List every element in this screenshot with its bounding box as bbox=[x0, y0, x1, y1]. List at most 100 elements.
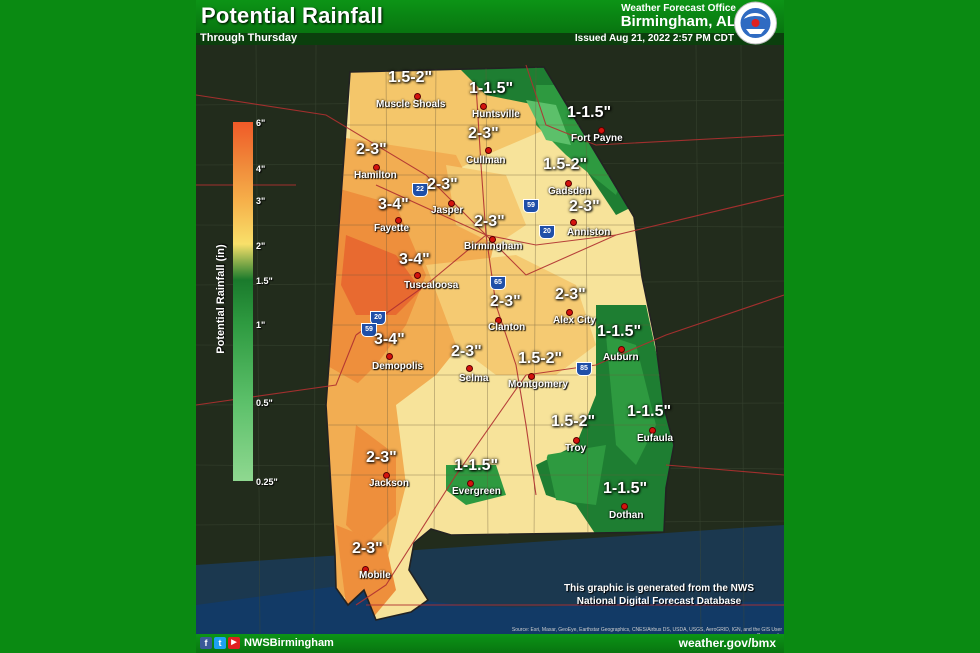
rainfall-map bbox=[196, 45, 784, 634]
youtube-icon[interactable]: ▶ bbox=[228, 637, 240, 649]
legend-title: Potential Rainfall (in) bbox=[215, 244, 227, 354]
city-marker bbox=[466, 365, 473, 372]
city-marker bbox=[395, 217, 402, 224]
office-label: Weather Forecast Office bbox=[621, 3, 736, 14]
city-marker bbox=[485, 147, 492, 154]
legend-tick: 0.5" bbox=[256, 398, 273, 408]
website-link[interactable]: weather.gov/bmx bbox=[678, 636, 776, 650]
city-name: Alex City bbox=[553, 315, 596, 326]
city-name: Birmingham bbox=[464, 241, 523, 252]
footer-bar: f t ▶ NWSBirmingham weather.gov/bmx bbox=[196, 634, 784, 653]
city-name: Gadsden bbox=[548, 186, 591, 197]
legend-tick: 1" bbox=[256, 320, 266, 330]
city-name: Dothan bbox=[609, 510, 644, 521]
subtitle: Through Thursday bbox=[200, 32, 298, 44]
city-name: Muscle Shoals bbox=[376, 99, 446, 110]
rainfall-amount-label: 1-1.5" bbox=[567, 104, 612, 121]
city-name: Troy bbox=[565, 443, 587, 454]
city-name: Anniston bbox=[567, 227, 611, 238]
highway-shield: 85 bbox=[576, 362, 592, 376]
legend-colorbar bbox=[233, 122, 253, 481]
legend-tick: 1.5" bbox=[256, 276, 273, 286]
city-marker bbox=[570, 219, 577, 226]
facebook-icon[interactable]: f bbox=[200, 637, 212, 649]
rainfall-amount-label: 2-3" bbox=[468, 125, 499, 142]
rainfall-amount-label: 1.5-2" bbox=[518, 350, 563, 367]
social-handle[interactable]: NWSBirmingham bbox=[244, 637, 334, 649]
city-name: Selma bbox=[459, 373, 489, 384]
subtitle-bar bbox=[196, 33, 784, 45]
office-city: Birmingham, AL bbox=[620, 13, 736, 30]
city-marker bbox=[383, 472, 390, 479]
city-name: Mobile bbox=[359, 570, 391, 581]
credit-line-1: This graphic is generated from the NWS bbox=[563, 583, 755, 594]
credit-line-2: National Digital Forecast Database bbox=[576, 596, 742, 607]
rainfall-graphic: Potential Rainfall Through Thursday Weat… bbox=[196, 0, 784, 653]
issued-time: Issued Aug 21, 2022 2:57 PM CDT bbox=[574, 33, 734, 44]
legend-tick: 2" bbox=[256, 241, 266, 251]
city-name: Fayette bbox=[374, 223, 410, 234]
highway-shield: 20 bbox=[370, 311, 386, 325]
city-marker bbox=[565, 180, 572, 187]
city-name: Jackson bbox=[369, 478, 410, 489]
rainfall-amount-label: 2-3" bbox=[366, 449, 397, 466]
city-marker bbox=[528, 373, 535, 380]
city-name: Montgomery bbox=[508, 379, 568, 390]
rainfall-amount-label: 1-1.5" bbox=[454, 457, 499, 474]
legend-tick: 6" bbox=[256, 118, 266, 128]
city-name: Fort Payne bbox=[571, 133, 623, 144]
city-marker bbox=[480, 103, 487, 110]
city-name: Cullman bbox=[466, 155, 506, 166]
nws-logo-icon bbox=[734, 1, 777, 45]
rainfall-amount-label: 1-1.5" bbox=[597, 323, 642, 340]
header-bar bbox=[196, 0, 784, 33]
city-marker bbox=[373, 164, 380, 171]
city-name: Huntsville bbox=[472, 109, 520, 120]
city-marker bbox=[414, 272, 421, 279]
rainfall-amount-label: 2-3" bbox=[427, 176, 458, 193]
city-marker bbox=[598, 127, 605, 134]
rainfall-amount-label: 3-4" bbox=[378, 196, 409, 213]
city-marker bbox=[573, 437, 580, 444]
legend-tick: 0.25" bbox=[256, 477, 278, 487]
rainfall-amount-label: 1.5-2" bbox=[388, 69, 433, 86]
legend-tick: 3" bbox=[256, 196, 266, 206]
highway-shield: 59 bbox=[523, 199, 539, 213]
rainfall-amount-label: 2-3" bbox=[451, 343, 482, 360]
rainfall-amount-label: 2-3" bbox=[356, 141, 387, 158]
highway-shield: 22 bbox=[412, 183, 428, 197]
city-marker bbox=[621, 503, 628, 510]
rainfall-amount-label: 2-3" bbox=[569, 198, 600, 215]
city-marker bbox=[618, 346, 625, 353]
rainfall-amount-label: 2-3" bbox=[555, 286, 586, 303]
highway-shield: 59 bbox=[361, 323, 377, 337]
legend-tick: 4" bbox=[256, 164, 266, 174]
city-marker bbox=[414, 93, 421, 100]
city-name: Clanton bbox=[488, 322, 526, 333]
city-name: Hamilton bbox=[354, 170, 397, 181]
rainfall-amount-label: 1.5-2" bbox=[551, 413, 596, 430]
rainfall-amount-label: 2-3" bbox=[474, 213, 505, 230]
city-marker bbox=[489, 236, 496, 243]
city-name: Eufaula bbox=[637, 433, 674, 444]
twitter-icon[interactable]: t bbox=[214, 637, 226, 649]
city-name: Auburn bbox=[603, 352, 639, 363]
city-name: Demopolis bbox=[372, 361, 424, 372]
rainfall-amount-label: 2-3" bbox=[490, 293, 521, 310]
city-name: Jasper bbox=[431, 205, 464, 216]
city-marker bbox=[362, 566, 369, 573]
highway-shield: 65 bbox=[490, 276, 506, 290]
city-marker bbox=[448, 200, 455, 207]
city-marker bbox=[495, 317, 502, 324]
rainfall-amount-label: 3-4" bbox=[374, 331, 405, 348]
rainfall-amount-label: 3-4" bbox=[399, 251, 430, 268]
highway-shield: 20 bbox=[539, 225, 555, 239]
city-name: Evergreen bbox=[452, 486, 501, 497]
city-marker bbox=[467, 480, 474, 487]
page-title: Potential Rainfall bbox=[201, 3, 384, 28]
city-marker bbox=[566, 309, 573, 316]
rainfall-amount-label: 1.5-2" bbox=[543, 156, 588, 173]
city-name: Tuscaloosa bbox=[404, 280, 459, 291]
rainfall-amount-label: 1-1.5" bbox=[627, 403, 672, 420]
city-marker bbox=[386, 353, 393, 360]
